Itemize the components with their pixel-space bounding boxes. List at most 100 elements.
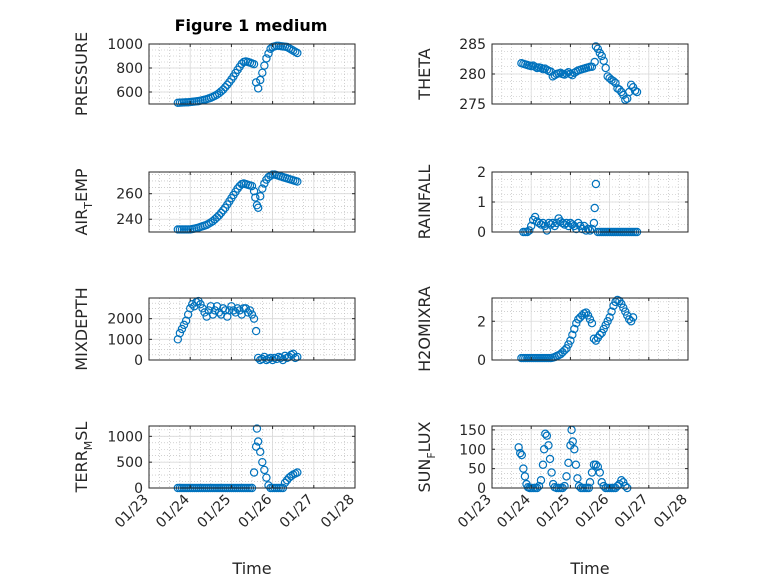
data-point (585, 477, 595, 487)
data-point (599, 481, 608, 491)
data-point (286, 471, 296, 481)
data-point (564, 458, 573, 468)
data-point (564, 340, 573, 349)
series-markers (173, 296, 302, 365)
data-point (573, 474, 582, 483)
data-point (241, 304, 251, 313)
data-point (251, 326, 261, 336)
axes-box (148, 297, 356, 361)
data-point (218, 206, 228, 215)
axes-box (148, 171, 356, 233)
x-axis-label: Time (231, 559, 271, 578)
axes-box (148, 43, 356, 105)
data-point (597, 477, 606, 487)
data-point (590, 203, 599, 213)
data-point (253, 203, 263, 212)
y-tick-label: 1000 (107, 37, 143, 53)
data-point (562, 69, 571, 78)
data-point (619, 303, 628, 312)
data-point (628, 313, 638, 322)
data-point (536, 220, 546, 229)
data-point (249, 314, 259, 323)
data-point (630, 86, 640, 96)
data-point (626, 317, 636, 326)
series-markers (517, 42, 642, 105)
y-tick-label: 800 (116, 61, 143, 77)
data-point (615, 85, 624, 94)
data-point (546, 220, 556, 229)
data-point (587, 318, 597, 328)
data-point (264, 49, 273, 58)
y-axis-label: AIRTEMP (72, 168, 95, 235)
y-tick-label: 150 (459, 423, 486, 439)
y-tick-label: 275 (459, 97, 486, 113)
subplot-6: 0 2 H2OMIXRA (415, 286, 689, 372)
data-point (247, 181, 257, 191)
data-point (221, 82, 230, 92)
y-tick-label: 600 (116, 85, 143, 101)
figure-title: Figure 1 medium (175, 16, 328, 35)
data-point (286, 45, 296, 54)
data-point (216, 208, 226, 218)
x-axis-label: Time (569, 559, 609, 578)
data-point (530, 212, 540, 222)
data-point (593, 462, 603, 471)
data-point (256, 192, 265, 201)
data-point (517, 450, 526, 460)
data-point (595, 330, 605, 340)
data-point (229, 306, 238, 315)
data-point (179, 320, 189, 330)
data-point (210, 91, 220, 101)
data-point (253, 437, 263, 446)
data-point (200, 308, 209, 317)
data-point (621, 95, 630, 105)
data-point (590, 57, 599, 67)
y-axis-label: H2OMIXRA (415, 286, 434, 372)
data-point (585, 226, 595, 235)
data-point (233, 304, 242, 313)
data-point (530, 62, 540, 72)
data-point (258, 354, 267, 364)
data-point (562, 472, 571, 481)
data-point (544, 441, 553, 450)
data-point (623, 311, 632, 320)
data-point (262, 473, 271, 482)
y-tick-label: 50 (468, 462, 486, 478)
data-point (223, 80, 232, 90)
subplot-5: 0 1000 2000 MIXDEPTH (72, 287, 356, 371)
data-point (536, 63, 546, 73)
data-point (542, 431, 552, 440)
y-axis-label: TERRMSL (72, 422, 95, 494)
data-point (562, 344, 571, 353)
data-point (272, 354, 281, 364)
data-point (212, 213, 222, 222)
y-tick-label: 280 (459, 67, 486, 83)
data-point (218, 85, 228, 94)
data-point (258, 184, 267, 193)
data-point (571, 460, 581, 469)
y-tick-label: 2000 (107, 312, 143, 328)
data-point (251, 442, 261, 451)
data-point (603, 317, 612, 326)
data-point (237, 59, 246, 69)
data-point (595, 468, 605, 477)
y-axis-label: THETA (415, 48, 434, 100)
data-point (609, 301, 618, 310)
data-point (599, 324, 608, 334)
y-tick-label: 0 (134, 353, 143, 369)
data-point (534, 481, 544, 491)
y-tick-label: 0 (134, 481, 143, 497)
subplot-1: 600 800 1000 PRESSURE (72, 32, 356, 116)
data-point (260, 465, 269, 475)
y-tick-label: 260 (116, 187, 143, 203)
data-point (214, 211, 224, 220)
data-point (284, 44, 294, 53)
data-point (583, 224, 593, 234)
y-tick-label: 500 (116, 455, 143, 471)
data-point (185, 304, 195, 313)
data-point (570, 445, 579, 454)
y-tick-label: 0 (477, 353, 486, 369)
data-point (632, 87, 642, 97)
data-point (556, 68, 565, 78)
data-point (547, 468, 556, 477)
